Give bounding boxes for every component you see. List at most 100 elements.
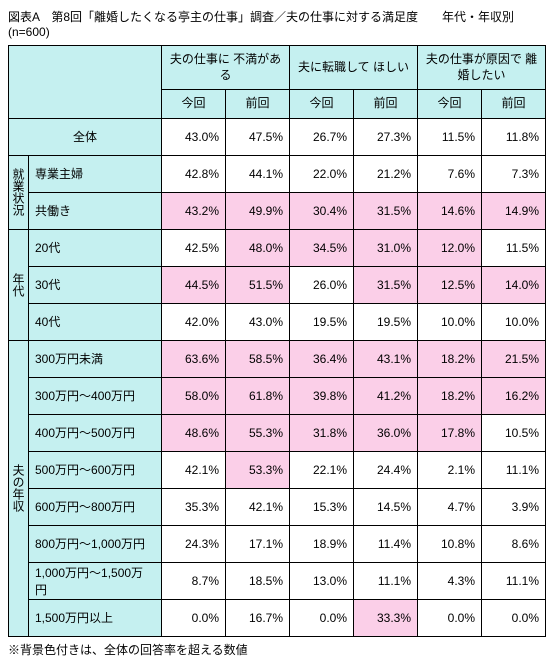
- table-cell: 11.8%: [482, 118, 546, 155]
- sub-prev-1: 前回: [226, 90, 290, 119]
- table-cell: 8.6%: [482, 525, 546, 562]
- table-cell: 10.5%: [482, 414, 546, 451]
- table-cell: 22.1%: [290, 451, 354, 488]
- row-label: 400万円～500万円: [29, 414, 162, 451]
- table-cell: 51.5%: [226, 266, 290, 303]
- row-label: 専業主婦: [29, 155, 162, 192]
- table-cell: 16.2%: [482, 377, 546, 414]
- row-label: 共働き: [29, 192, 162, 229]
- table-cell: 15.3%: [290, 488, 354, 525]
- table-cell: 11.5%: [482, 229, 546, 266]
- data-table: 夫の仕事に 不満がある 夫に転職して ほしい 夫の仕事が原因で 離婚したい 今回…: [8, 45, 546, 637]
- table-cell: 19.5%: [290, 303, 354, 340]
- table-cell: 17.8%: [418, 414, 482, 451]
- table-cell: 43.2%: [162, 192, 226, 229]
- table-cell: 14.0%: [482, 266, 546, 303]
- table-cell: 14.6%: [418, 192, 482, 229]
- table-cell: 44.5%: [162, 266, 226, 303]
- table-cell: 36.0%: [354, 414, 418, 451]
- table-cell: 24.4%: [354, 451, 418, 488]
- table-cell: 58.5%: [226, 340, 290, 377]
- table-title: 図表A 第8回「離婚したくなる亭主の仕事」調査／夫の仕事に対する満足度 年代・年…: [8, 8, 545, 39]
- colgroup-1: 夫の仕事に 不満がある: [162, 46, 290, 90]
- table-cell: 35.3%: [162, 488, 226, 525]
- row-label: 300万円～400万円: [29, 377, 162, 414]
- table-cell: 4.7%: [418, 488, 482, 525]
- table-cell: 0.0%: [418, 599, 482, 636]
- table-cell: 19.5%: [354, 303, 418, 340]
- table-cell: 22.0%: [290, 155, 354, 192]
- row-label: 1,500万円以上: [29, 599, 162, 636]
- table-cell: 11.5%: [418, 118, 482, 155]
- sub-prev-2: 前回: [354, 90, 418, 119]
- cat-age: 年代: [9, 229, 29, 340]
- table-cell: 7.3%: [482, 155, 546, 192]
- table-cell: 18.5%: [226, 562, 290, 599]
- table-cell: 8.7%: [162, 562, 226, 599]
- table-cell: 30.4%: [290, 192, 354, 229]
- table-cell: 34.5%: [290, 229, 354, 266]
- colgroup-3: 夫の仕事が原因で 離婚したい: [418, 46, 546, 90]
- table-cell: 18.2%: [418, 340, 482, 377]
- table-cell: 31.5%: [354, 266, 418, 303]
- table-cell: 47.5%: [226, 118, 290, 155]
- table-cell: 11.4%: [354, 525, 418, 562]
- row-label: 20代: [29, 229, 162, 266]
- table-cell: 4.3%: [418, 562, 482, 599]
- table-cell: 21.5%: [482, 340, 546, 377]
- table-cell: 3.9%: [482, 488, 546, 525]
- table-cell: 0.0%: [482, 599, 546, 636]
- table-cell: 12.0%: [418, 229, 482, 266]
- sub-now-2: 今回: [290, 90, 354, 119]
- table-cell: 18.9%: [290, 525, 354, 562]
- table-cell: 44.1%: [226, 155, 290, 192]
- table-cell: 17.1%: [226, 525, 290, 562]
- table-cell: 39.8%: [290, 377, 354, 414]
- table-cell: 49.9%: [226, 192, 290, 229]
- table-cell: 43.0%: [162, 118, 226, 155]
- table-cell: 24.3%: [162, 525, 226, 562]
- header-blank: [9, 46, 162, 119]
- table-cell: 31.0%: [354, 229, 418, 266]
- table-cell: 42.1%: [226, 488, 290, 525]
- cat-income: 夫の年収: [9, 340, 29, 636]
- cat-employment: 就業状況: [9, 155, 29, 229]
- row-label: 600万円～800万円: [29, 488, 162, 525]
- table-cell: 48.0%: [226, 229, 290, 266]
- table-cell: 41.2%: [354, 377, 418, 414]
- table-cell: 43.0%: [226, 303, 290, 340]
- table-cell: 18.2%: [418, 377, 482, 414]
- table-cell: 31.8%: [290, 414, 354, 451]
- table-cell: 61.8%: [226, 377, 290, 414]
- table-cell: 55.3%: [226, 414, 290, 451]
- table-cell: 63.6%: [162, 340, 226, 377]
- table-cell: 26.0%: [290, 266, 354, 303]
- row-label: 800万円～1,000万円: [29, 525, 162, 562]
- table-cell: 58.0%: [162, 377, 226, 414]
- row-label-total: 全体: [9, 118, 162, 155]
- table-cell: 42.0%: [162, 303, 226, 340]
- sub-prev-3: 前回: [482, 90, 546, 119]
- table-cell: 10.0%: [482, 303, 546, 340]
- row-label: 500万円～600万円: [29, 451, 162, 488]
- table-cell: 10.0%: [418, 303, 482, 340]
- row-label: 300万円未満: [29, 340, 162, 377]
- colgroup-2: 夫に転職して ほしい: [290, 46, 418, 90]
- table-cell: 43.1%: [354, 340, 418, 377]
- table-cell: 11.1%: [482, 451, 546, 488]
- row-label: 40代: [29, 303, 162, 340]
- sub-now-3: 今回: [418, 90, 482, 119]
- table-cell: 11.1%: [354, 562, 418, 599]
- table-cell: 48.6%: [162, 414, 226, 451]
- table-cell: 13.0%: [290, 562, 354, 599]
- table-cell: 0.0%: [290, 599, 354, 636]
- table-cell: 16.7%: [226, 599, 290, 636]
- table-cell: 14.9%: [482, 192, 546, 229]
- table-cell: 33.3%: [354, 599, 418, 636]
- row-label: 1,000万円～1,500万円: [29, 562, 162, 599]
- table-cell: 42.5%: [162, 229, 226, 266]
- table-cell: 31.5%: [354, 192, 418, 229]
- table-cell: 26.7%: [290, 118, 354, 155]
- table-cell: 11.1%: [482, 562, 546, 599]
- table-cell: 42.1%: [162, 451, 226, 488]
